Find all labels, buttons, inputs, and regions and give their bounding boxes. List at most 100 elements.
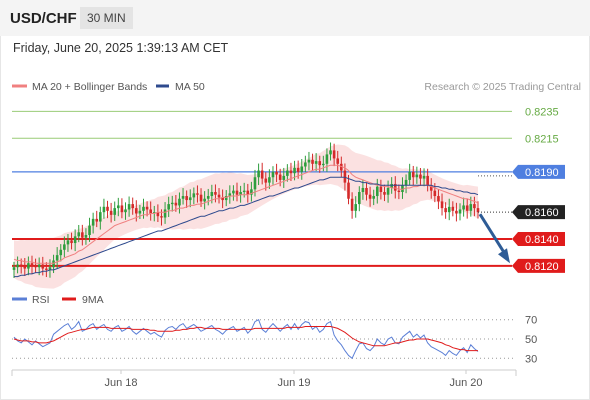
candle-body bbox=[289, 170, 293, 174]
candle-body bbox=[221, 197, 224, 201]
candle-body bbox=[34, 265, 37, 268]
candle-body bbox=[282, 175, 286, 180]
candle-body bbox=[343, 170, 347, 183]
candle-body bbox=[55, 255, 59, 261]
candle-body bbox=[350, 198, 354, 211]
candle-body bbox=[199, 194, 203, 202]
header-bar: USD/CHF 30 MIN bbox=[0, 0, 590, 36]
candle-body bbox=[437, 196, 440, 202]
candle-body bbox=[318, 161, 322, 166]
candle-body bbox=[188, 197, 192, 201]
candle-body bbox=[127, 204, 131, 210]
candle-body bbox=[235, 190, 239, 195]
candle-body bbox=[444, 208, 447, 213]
candle-body bbox=[99, 212, 102, 222]
candle-body bbox=[142, 206, 145, 211]
candle-body bbox=[368, 194, 372, 199]
candle-body bbox=[260, 170, 264, 179]
candle-body bbox=[347, 182, 350, 199]
rsi-line bbox=[13, 318, 479, 360]
current-price-label: 0.8160 bbox=[525, 207, 559, 219]
candle-body bbox=[41, 264, 45, 269]
candle-body bbox=[253, 177, 257, 190]
candle-body bbox=[426, 175, 429, 186]
legend-ma50-label: MA 50 bbox=[175, 81, 205, 93]
level-label-0.8215: 0.8215 bbox=[525, 133, 559, 145]
level-label-0.8120: 0.8120 bbox=[525, 261, 559, 273]
ma50-line bbox=[14, 176, 479, 278]
candle-body bbox=[131, 204, 134, 209]
candle-body bbox=[250, 189, 253, 195]
candle-body bbox=[419, 174, 422, 179]
candle-body bbox=[217, 194, 221, 198]
candle-body bbox=[447, 206, 451, 213]
current-price-tag bbox=[512, 205, 565, 220]
ma20-line bbox=[13, 164, 479, 264]
candle-body bbox=[433, 190, 437, 197]
candle-body bbox=[390, 183, 393, 188]
candle-body bbox=[163, 209, 167, 218]
candle-body bbox=[12, 267, 16, 270]
candle-body bbox=[354, 204, 358, 211]
candle-body bbox=[361, 187, 365, 193]
candle-body bbox=[134, 208, 138, 214]
candle-body bbox=[106, 206, 109, 211]
candle-body bbox=[340, 163, 343, 171]
candle-body bbox=[304, 162, 307, 167]
candle-body bbox=[174, 202, 178, 206]
rsi-ma-line bbox=[13, 326, 478, 352]
legend-rsi-label: RSI bbox=[32, 294, 50, 306]
candle-body bbox=[120, 205, 124, 213]
level-label-0.8140: 0.8140 bbox=[525, 234, 559, 246]
candle-body bbox=[242, 190, 246, 193]
candle-body bbox=[458, 209, 462, 214]
candle-body bbox=[91, 218, 95, 226]
candle-body bbox=[23, 265, 27, 269]
candle-body bbox=[113, 208, 117, 215]
timeframe-badge[interactable]: 30 MIN bbox=[80, 7, 133, 29]
candle-body bbox=[239, 192, 242, 195]
candle-body bbox=[397, 190, 401, 193]
candle-body bbox=[264, 178, 268, 183]
candle-body bbox=[170, 202, 174, 205]
candle-body bbox=[70, 240, 73, 244]
candle-body bbox=[73, 236, 77, 244]
candle-body bbox=[206, 196, 210, 199]
candle-body bbox=[476, 208, 480, 213]
candle-body bbox=[59, 249, 63, 256]
candle-body bbox=[325, 154, 329, 164]
candle-body bbox=[88, 225, 91, 235]
candle-body bbox=[286, 170, 289, 176]
candle-body bbox=[145, 206, 149, 210]
candle-body bbox=[393, 183, 397, 191]
candle-body bbox=[271, 171, 275, 178]
candle-body bbox=[19, 264, 23, 266]
candle-body bbox=[429, 185, 433, 191]
candle-body bbox=[246, 190, 250, 195]
level-tag-0.8140 bbox=[512, 232, 565, 247]
candle-body bbox=[358, 192, 361, 205]
candle-body bbox=[375, 186, 379, 197]
candle-body bbox=[278, 174, 282, 180]
candle-body bbox=[296, 167, 300, 172]
candle-body bbox=[214, 192, 217, 195]
candle-body bbox=[473, 204, 476, 209]
timestamp: Friday, June 20, 2025 1:39:13 AM CET bbox=[13, 41, 229, 55]
candle-body bbox=[102, 206, 106, 213]
candle-body bbox=[401, 185, 404, 193]
candle-body bbox=[451, 206, 455, 211]
x-tick-label: Jun 19 bbox=[277, 377, 310, 389]
candle-body bbox=[156, 212, 160, 217]
candle-body bbox=[77, 232, 81, 237]
candle-body bbox=[160, 216, 163, 218]
candle-body bbox=[152, 212, 156, 214]
candle-body bbox=[203, 198, 206, 202]
candle-body bbox=[379, 186, 383, 193]
level-tag-0.8120 bbox=[512, 258, 565, 273]
candle-body bbox=[329, 150, 332, 155]
candle-body bbox=[167, 204, 170, 210]
candle-body bbox=[440, 201, 444, 209]
candle-body bbox=[109, 210, 113, 215]
candle-body bbox=[232, 190, 235, 194]
candle-body bbox=[48, 267, 52, 270]
